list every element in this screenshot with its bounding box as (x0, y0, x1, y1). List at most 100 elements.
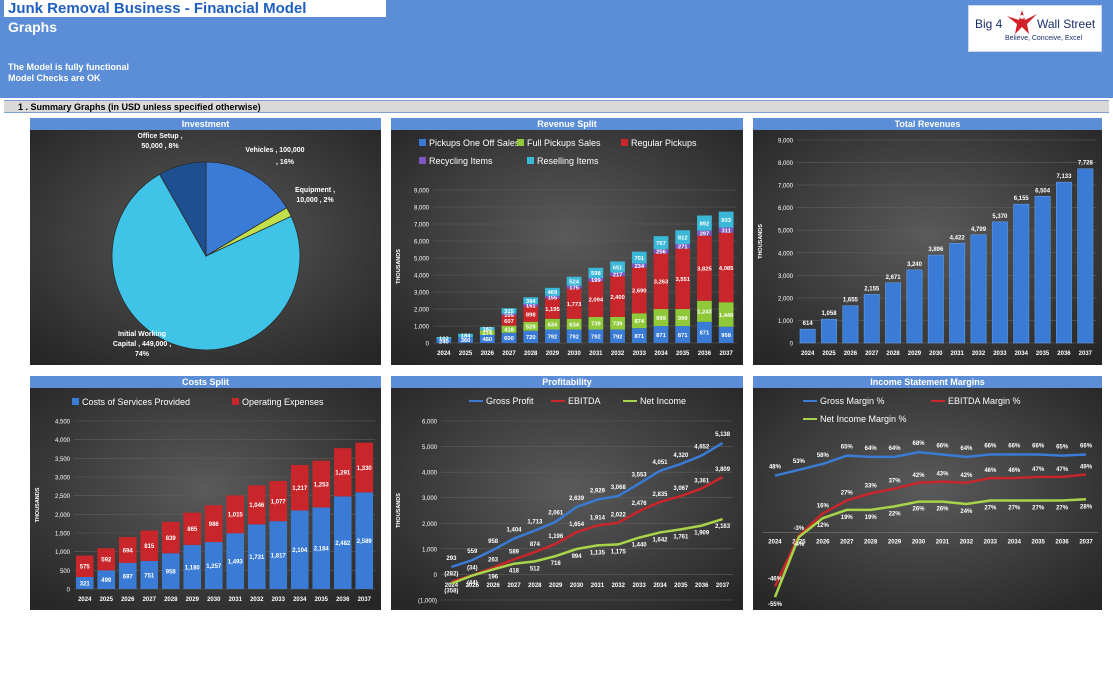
bar-segment (97, 570, 116, 589)
series-line (451, 441, 724, 569)
y-tick-label: 9,000 (778, 139, 794, 145)
y-tick-label: 3,000 (422, 496, 438, 502)
bar-segment (333, 448, 352, 497)
bar-segment (333, 496, 352, 589)
x-tick-label: 2026 (816, 539, 830, 545)
logo-text-right: Wall Street (1037, 17, 1096, 31)
bar-segment (523, 330, 539, 343)
data-point-label: 49% (1080, 465, 1093, 471)
bar-value-label: 360 (461, 338, 471, 344)
x-tick-label: 2032 (972, 351, 986, 357)
data-point-label: 58% (817, 453, 830, 459)
bar-value-label: 839 (166, 536, 177, 542)
bar-value-label: 598 (591, 271, 601, 277)
x-tick-label: 2034 (293, 597, 307, 603)
x-tick-label: 2027 (502, 351, 516, 357)
revenue-bar (949, 243, 966, 344)
y-tick-label: 6,000 (422, 420, 438, 426)
bar-segment (566, 318, 582, 330)
bar-segment (226, 533, 245, 589)
bar-value-label: 175 (569, 285, 579, 291)
x-tick-label: 2035 (1031, 539, 1045, 545)
bar-value-label: 102 (439, 336, 449, 342)
data-point-label: 3,067 (673, 486, 689, 492)
bar-value-label: 697 (123, 574, 134, 580)
data-point-label: 1,135 (590, 550, 606, 556)
data-point-label: 2,835 (652, 492, 668, 498)
x-tick-label: 2024 (801, 351, 815, 357)
bar-segment (523, 297, 539, 304)
bar-value-label: 2,184 (314, 547, 330, 553)
bar-segment (610, 272, 625, 277)
pie-slice (111, 173, 301, 351)
bar-segment (269, 521, 288, 589)
bar-value-label: 256 (656, 250, 666, 256)
y-tick-label: 2,000 (414, 308, 430, 314)
x-tick-label: 2029 (546, 351, 560, 357)
bar-value-label: 1,015 (228, 513, 244, 519)
data-point-label: 1,713 (527, 520, 543, 526)
bar-segment (631, 263, 647, 268)
data-point-label: 42% (913, 473, 926, 479)
y-axis-label: THOUSANDS (396, 249, 402, 284)
data-point-label: 4,320 (673, 453, 689, 459)
bar-segment (675, 309, 691, 327)
bar-segment (523, 306, 539, 322)
bar-value-label: 271 (678, 245, 688, 251)
data-point-label: 46% (1008, 468, 1021, 474)
bar-value-label: 892 (700, 221, 710, 227)
legend-label: Operating Expenses (242, 397, 324, 407)
data-point-label: 5,138 (715, 432, 731, 438)
company-logo[interactable]: Big 4 Wall Street Believe, Conceive, Exc… (968, 5, 1102, 52)
slice-label: Office Setup , (137, 133, 182, 140)
bar-value-label: 1,253 (314, 482, 330, 488)
bar-segment (118, 537, 137, 563)
data-point-label: 66% (936, 444, 949, 450)
pie-slice (205, 161, 288, 257)
data-point-label: 589 (509, 549, 520, 555)
y-tick-label: 2,000 (55, 513, 71, 519)
data-point-label: 65% (841, 445, 854, 451)
y-tick-label: 6,000 (778, 206, 794, 212)
bar-segment (479, 334, 495, 343)
x-tick-label: 2026 (486, 583, 500, 589)
bar-value-label: 607 (504, 319, 514, 325)
x-tick-label: 2032 (250, 597, 264, 603)
bar-value-label: 4,085 (719, 266, 734, 272)
investment-chart-title: Investment (30, 118, 381, 130)
bar-value-label: 1,291 (335, 471, 351, 477)
bar-value-label: 871 (634, 334, 644, 340)
margins-line-chart: 2024 2025 2026 2027 2028 2029 2030 2031 2032 2033… (753, 388, 1102, 610)
eagle-icon (1007, 10, 1037, 34)
bar-segment (588, 267, 604, 278)
data-point-label: 1,909 (694, 531, 710, 537)
bar-value-label: 1,440 (719, 313, 734, 319)
bar-value-label: 1,330 (357, 466, 373, 472)
bar-value-label: 592 (101, 558, 112, 564)
bar-value-label: 6,504 (1035, 188, 1051, 194)
data-point-label: 66% (1008, 444, 1021, 450)
data-point-label: 3,361 (694, 478, 710, 484)
data-point-label: 2,476 (632, 501, 648, 507)
bar-value-label: 1,217 (292, 486, 308, 492)
bar-value-label: 315 (504, 309, 514, 315)
bar-value-label: 418 (504, 328, 514, 334)
data-point-label: 33% (865, 483, 878, 489)
y-tick-label: 0 (67, 588, 71, 594)
bar-value-label: 792 (591, 335, 601, 341)
x-tick-label: 2029 (549, 583, 563, 589)
bar-value-label: 297 (700, 231, 710, 237)
bar-segment (675, 244, 691, 249)
bar-segment (269, 480, 288, 522)
x-tick-label: 2031 (229, 597, 243, 603)
y-tick-label: 9,000 (414, 189, 430, 195)
bar-value-label: 394 (526, 299, 536, 305)
data-point-label: 27% (984, 505, 997, 511)
data-point-label: (358) (444, 589, 458, 595)
x-tick-label: 2027 (840, 539, 854, 545)
total-revenues-chart-title: Total Revenues (753, 118, 1102, 130)
bar-segment (355, 442, 374, 493)
revenue-bar (1034, 196, 1051, 344)
data-point-label: 66% (984, 444, 997, 450)
bar-value-label: 7,728 (1078, 161, 1094, 167)
